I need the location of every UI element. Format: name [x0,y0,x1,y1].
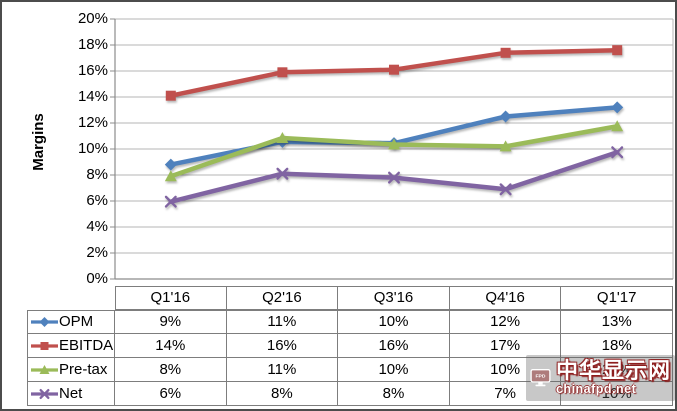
table-value-OPM-Q1'16: 9% [115,310,227,334]
table-value-Net-Q4'16: 7% [449,382,562,406]
marker-x [164,195,177,208]
legend-label-Net: Net [59,385,83,402]
table-value-EBITDA-Q4'16: 17% [449,334,562,358]
y-tick-label: 2% [86,244,108,261]
fpd-monitor-icon: FPD [530,369,551,387]
table-value-Pre-tax-Q4'16: 10% [449,358,562,382]
table-value-Pre-tax-Q1'16: 8% [115,358,227,382]
marker-x [39,388,50,399]
y-tick-label: 16% [77,62,108,79]
table-header-Q1'17: Q1'17 [561,286,673,310]
table-header-Q4'16: Q4'16 [449,286,562,310]
series-EBITDA [165,45,623,101]
y-tick-label: 6% [86,192,108,209]
marker-x [276,167,289,180]
table-value-Net-Q1'17: 10% [561,382,673,406]
table-value-OPM-Q3'16: 10% [338,310,450,334]
watermark-title: 中华显示网 [555,358,671,384]
table-value-OPM-Q1'17: 13% [561,310,673,334]
marker-square [165,90,176,101]
legend-key-Net [31,388,58,399]
legend-cell-OPM: OPM [27,310,115,334]
y-tick-label: 14% [77,88,108,105]
fpd-icon-label: FPD [536,374,546,380]
marker-square [612,45,623,56]
marker-triangle [388,138,400,150]
marker-x [611,146,624,159]
series-Pre-tax [164,120,624,182]
marker-x [388,171,400,184]
table-header-Q1'16: Q1'16 [115,286,227,310]
table-value-Net-Q1'16: 6% [115,382,227,406]
table-value-OPM-Q2'16: 11% [226,310,339,334]
marker-square [500,47,511,58]
marker-square [389,64,399,75]
marker-triangle [39,364,50,374]
table-value-OPM-Q4'16: 12% [449,310,562,334]
watermark: FPD 中华显示网 chinafpd.net [526,355,675,401]
y-tick-label: 12% [77,114,108,131]
table-header-Q2'16: Q2'16 [226,286,339,310]
table-header-frame [115,286,673,310]
legend-label-OPM: OPM [59,313,94,330]
table-value-EBITDA-Q2'16: 16% [226,334,339,358]
table-header-Q3'16: Q3'16 [338,286,450,310]
table-value-Pre-tax-Q1'17: 12% [561,358,673,382]
marker-triangle [499,140,512,152]
y-tick-label: 8% [86,166,108,183]
marker-diamond [499,110,512,123]
series-Net [164,146,624,208]
y-tick-label: 20% [77,10,108,27]
table-value-Pre-tax-Q3'16: 10% [338,358,450,382]
y-tick-label: 4% [86,218,108,235]
marker-triangle [276,131,289,143]
y-axis-title: Margins [30,113,47,171]
table-value-EBITDA-Q1'17: 18% [561,334,673,358]
table-value-EBITDA-Q3'16: 16% [338,334,450,358]
y-tick-label: 10% [77,140,108,157]
marker-square [277,67,288,78]
table-value-Net-Q3'16: 8% [338,382,450,406]
watermark-domain: chinafpd.net [555,382,637,397]
legend-key-OPM [31,316,58,327]
y-tick-label: 0% [86,270,108,287]
marker-diamond [611,101,624,114]
marker-x [499,183,512,196]
line-Pre-tax [168,124,620,179]
legend-label-Pre-tax: Pre-tax [59,361,108,378]
table-value-Net-Q2'16: 8% [226,382,339,406]
legend-cell-EBITDA: EBITDA [27,334,115,358]
legend-label-EBITDA: EBITDA [59,337,114,354]
marker-triangle [611,120,624,132]
marker-triangle [164,170,177,182]
table-value-EBITDA-Q1'16: 14% [115,334,227,358]
marker-square [40,341,49,350]
legend-cell-Net: Net [27,382,115,406]
legend-key-Pre-tax [31,364,58,374]
legend-key-EBITDA [31,341,58,350]
legend-cell-Pre-tax: Pre-tax [27,358,115,382]
table-value-Pre-tax-Q2'16: 11% [226,358,339,382]
watermark-text: 中华显示网 chinafpd.net [556,360,671,396]
table-body-frame [27,310,673,406]
y-tick-label: 18% [77,36,108,53]
marker-diamond [164,158,177,171]
marker-diamond [39,316,50,327]
line-OPM [168,105,620,167]
